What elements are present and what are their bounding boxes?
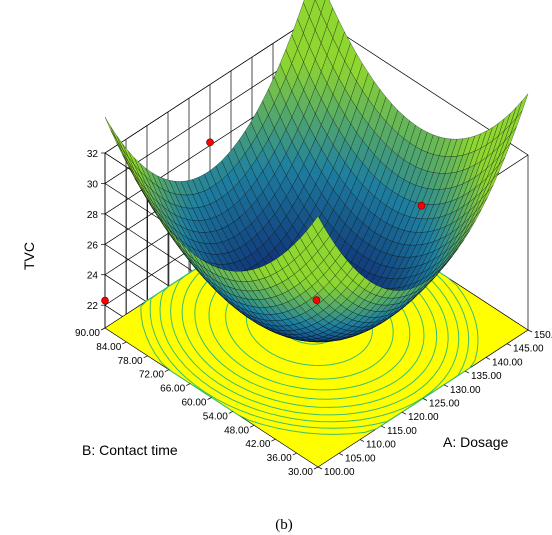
tick-mark (313, 466, 319, 470)
tick-mark (186, 383, 191, 386)
z-tick-label: 26 (87, 240, 99, 251)
tick-mark (422, 398, 428, 401)
y-tick-label: 60.00 (181, 398, 206, 409)
tick-mark (401, 411, 407, 415)
axis-ticks: 100.00 105.00 110.00 115.00 120.00 125.00 130.… (75, 149, 552, 478)
tick-mark (527, 329, 533, 333)
tick-mark (164, 369, 170, 373)
design-points (101, 138, 426, 305)
tick-mark (143, 355, 148, 359)
x-tick-label: 105.00 (345, 453, 376, 464)
response-surface (104, 0, 529, 343)
tick-mark (249, 424, 255, 428)
y-tick-label: 30.00 (288, 467, 313, 478)
x-tick-label: 130.00 (450, 385, 481, 396)
y-tick-label: 66.00 (160, 384, 185, 395)
z-tick-label: 28 (87, 210, 99, 221)
tick-mark (292, 452, 297, 456)
x-tick-label: 110.00 (366, 440, 396, 451)
y-tick-label: 42.00 (245, 439, 270, 450)
tick-mark (485, 357, 491, 360)
tick-mark (359, 439, 365, 442)
tick-mark (506, 343, 512, 347)
figure-caption: (b) (275, 517, 293, 533)
y-tick-label: 36.00 (267, 453, 292, 464)
y-tick-label: 72.00 (139, 370, 164, 381)
design-point (101, 296, 109, 305)
design-point (417, 201, 426, 210)
y-axis-label: B: Contact time (82, 442, 178, 458)
z-tick-label: 32 (87, 149, 99, 160)
y-tick-label: 48.00 (224, 425, 249, 436)
x-tick-label: 115.00 (387, 426, 417, 437)
z-tick-label: 30 (87, 179, 99, 190)
surface-cell (311, 215, 325, 235)
tick-mark (122, 341, 127, 345)
tick-mark (464, 370, 470, 374)
design-point (206, 138, 214, 147)
y-tick-label: 54.00 (203, 411, 228, 422)
z-tick-label: 22 (87, 301, 99, 312)
x-tick-label: 120.00 (408, 412, 439, 423)
tick-mark (443, 384, 449, 388)
y-tick-label: 78.00 (118, 356, 143, 367)
y-tick-label: 90.00 (75, 328, 100, 339)
x-tick-label: 145.00 (513, 344, 544, 355)
surface-cell (104, 116, 117, 141)
x-tick-label: 150.00 (534, 330, 552, 341)
tick-mark (228, 411, 233, 414)
tick-mark (100, 327, 106, 331)
z-tick-label: 24 (87, 271, 99, 282)
design-point (312, 296, 321, 304)
tick-mark (380, 425, 386, 429)
x-axis-label: A: Dosage (443, 434, 509, 450)
tick-mark (317, 466, 323, 470)
x-tick-label: 140.00 (492, 357, 523, 368)
x-tick-label: 100.00 (324, 467, 355, 478)
z-axis-label: TVC (21, 242, 37, 270)
x-tick-label: 135.00 (471, 371, 502, 382)
y-tick-label: 84.00 (96, 342, 121, 353)
x-tick-label: 125.00 (429, 399, 460, 410)
tick-mark (207, 397, 212, 400)
tick-mark (271, 438, 276, 442)
tick-mark (338, 452, 344, 456)
